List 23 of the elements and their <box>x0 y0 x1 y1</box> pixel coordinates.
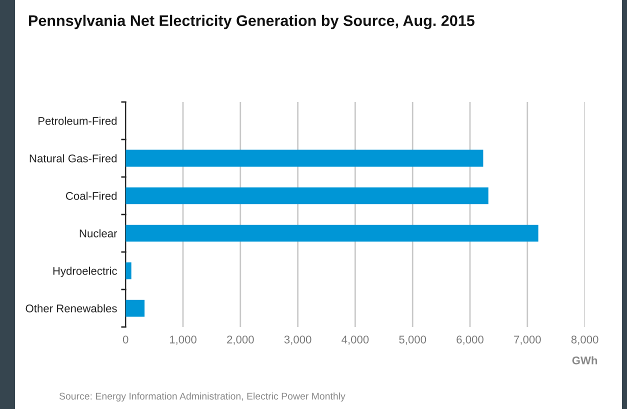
bar <box>126 187 488 204</box>
x-tick-label: 0 <box>122 336 128 344</box>
bar <box>126 150 484 167</box>
chart-title: Pennsylvania Net Electricity Generation by Source, Aug. 2015 <box>29 14 474 30</box>
y-tick-label: Petroleum-Fired <box>38 116 117 125</box>
x-tick-label: 2,000 <box>227 336 254 345</box>
x-tick-label: 3,000 <box>284 336 312 345</box>
y-tick-label: Natural Gas-Fired <box>30 154 117 162</box>
x-tick-label: 5,000 <box>399 336 426 345</box>
source-note: Source: Energy Information Administration, Electric Power Monthly <box>59 392 346 402</box>
x-tick-label: 6,000 <box>456 336 484 345</box>
x-tick-label: 8,000 <box>571 336 598 345</box>
y-tick-label: Other Renewables <box>26 304 117 312</box>
bar <box>126 262 132 280</box>
bar <box>126 224 538 242</box>
y-tick-label: Nuclear <box>80 229 118 238</box>
x-tick-label: 1,000 <box>170 336 196 345</box>
x-tick-label: 7,000 <box>514 336 541 345</box>
y-tick-label: Hydroelectric <box>53 266 117 278</box>
bar <box>126 300 145 317</box>
y-tick-label: Coal-Fired <box>66 192 117 200</box>
x-axis-title: GWh <box>572 356 598 364</box>
x-tick-label: 4,000 <box>342 336 369 345</box>
